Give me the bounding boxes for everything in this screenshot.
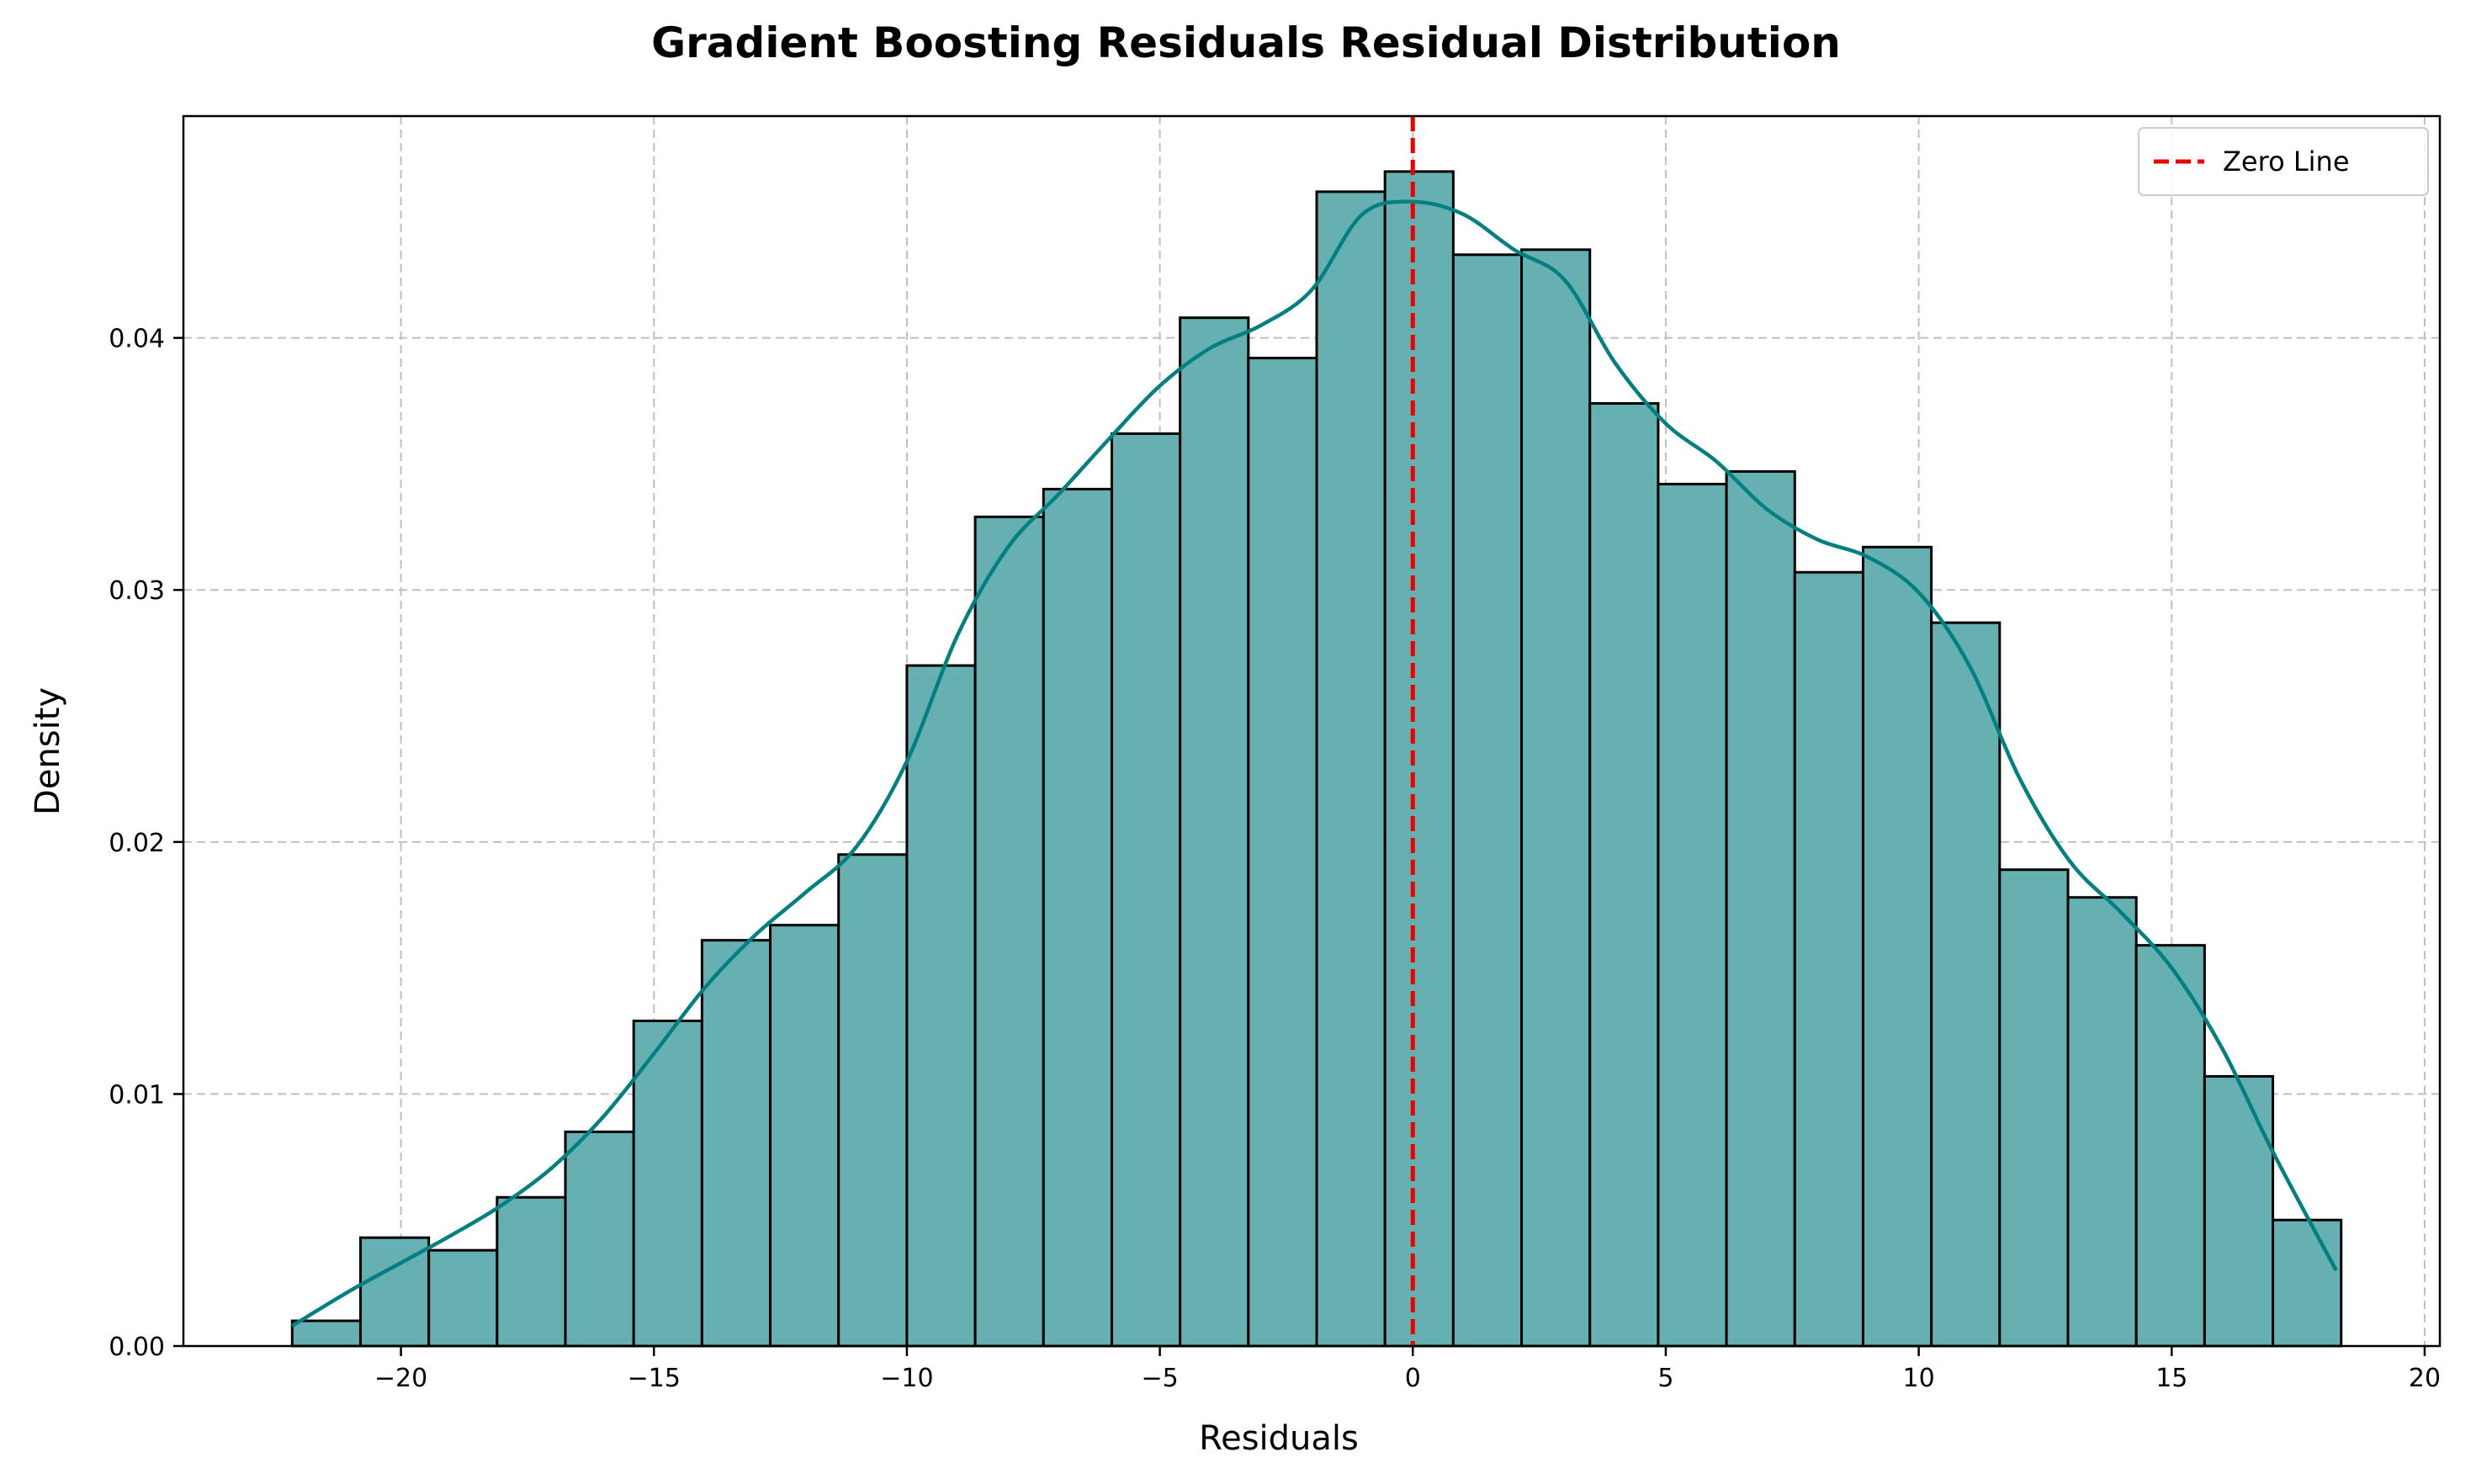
y-tick-label: 0.00 (109, 1333, 165, 1362)
histogram-bar (1930, 621, 2002, 1348)
y-tick-label: 0.01 (109, 1080, 165, 1110)
histogram-bar (1315, 190, 1387, 1348)
histogram-bar (1861, 545, 1933, 1348)
histogram-bar (1383, 170, 1455, 1348)
y-axis-label: Density (29, 687, 67, 815)
y-tick-label: 0.02 (109, 829, 165, 858)
x-tick-label: −20 (374, 1364, 427, 1393)
histogram-bar (1110, 432, 1182, 1348)
plot-frame (182, 114, 2442, 1348)
x-tick-label: −15 (628, 1364, 681, 1393)
x-axis-label: Residuals (1199, 1419, 1359, 1458)
y-axis-ticks: 0.00 0.01 0.02 0.03 0.04 (109, 325, 183, 1362)
histogram-bar (973, 515, 1045, 1348)
histogram-bar (2272, 1218, 2343, 1348)
y-tick-label: 0.03 (109, 576, 165, 606)
histogram-bar (1520, 248, 1592, 1348)
bars-layer (290, 170, 2343, 1348)
x-tick-label: 20 (2409, 1364, 2441, 1393)
histogram-bar (1247, 357, 1318, 1348)
legend: Zero Line (2138, 127, 2429, 196)
histogram-bar (1657, 482, 1728, 1348)
x-axis-ticks: −20 −15 −10 −5 0 5 10 15 20 (374, 1346, 2441, 1393)
histogram-bar (2134, 944, 2206, 1348)
histogram-bar (1725, 469, 1796, 1348)
chart-title: Gradient Boosting Residuals Residual Dis… (651, 19, 1841, 67)
histogram-bar (632, 1020, 703, 1348)
x-tick-label: 5 (1657, 1364, 1673, 1393)
histogram-bar (1588, 402, 1660, 1348)
x-tick-label: 15 (2155, 1364, 2187, 1393)
histogram-bar (1179, 316, 1250, 1348)
histogram-bar (2066, 896, 2138, 1348)
histogram-bar (496, 1195, 567, 1348)
histogram-bar (905, 664, 977, 1348)
x-tick-label: 10 (1903, 1364, 1935, 1393)
histogram-bar (1451, 253, 1524, 1348)
legend-box (2138, 127, 2429, 196)
histogram-bar (1042, 487, 1113, 1348)
histogram-bar (290, 1319, 362, 1348)
x-tick-label: −10 (880, 1364, 933, 1393)
kde-layer (291, 199, 2338, 1328)
histogram-bar (2203, 1074, 2275, 1348)
histogram-bar (700, 939, 772, 1348)
x-tick-label: 0 (1405, 1364, 1421, 1393)
histogram-bar (769, 924, 840, 1348)
histogram-bar (1998, 868, 2070, 1348)
kde-curve (291, 199, 2338, 1328)
histogram-bar (1793, 570, 1864, 1348)
histogram-bar (837, 853, 909, 1348)
histogram-bar (564, 1130, 635, 1348)
legend-label: Zero Line (2223, 146, 2350, 178)
histogram-bar (427, 1248, 499, 1348)
y-tick-label: 0.04 (109, 325, 165, 354)
x-tick-label: −5 (1141, 1364, 1178, 1393)
